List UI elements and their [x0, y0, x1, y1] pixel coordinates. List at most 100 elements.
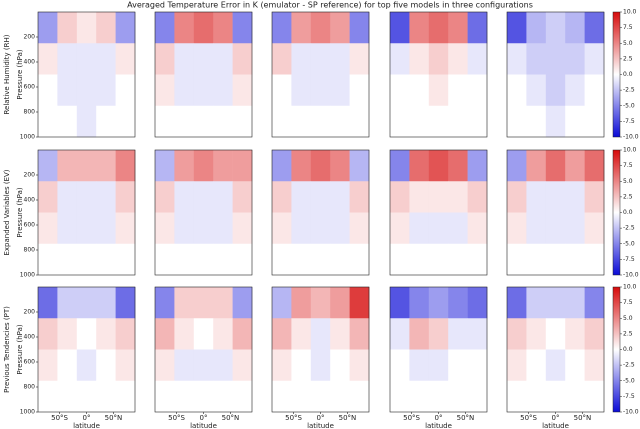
- x-tick-label: 50°S: [51, 414, 68, 422]
- heatmap-cell: [193, 318, 214, 350]
- heatmap-cell: [448, 318, 468, 350]
- heatmap-cell: [428, 212, 449, 245]
- heatmap-cell: [57, 287, 78, 319]
- heatmap-cell: [174, 12, 195, 44]
- heatmap-cell: [310, 349, 331, 382]
- heatmap-cell: [467, 212, 488, 245]
- colorbar-tick-label: -5.0: [623, 240, 635, 247]
- heatmap-cell: [38, 243, 58, 276]
- heatmap-cell: [96, 243, 116, 276]
- heatmap-cell: [428, 43, 449, 75]
- heatmap-cell: [213, 150, 233, 182]
- heatmap-cell: [330, 12, 350, 44]
- heatmap-cell: [467, 349, 488, 382]
- heatmap-cell: [174, 181, 195, 213]
- heatmap-cell: [428, 287, 449, 319]
- heatmap-cell: [76, 74, 97, 107]
- heatmap-cell: [174, 243, 195, 276]
- heatmap-cell: [526, 181, 547, 213]
- heatmap-cell: [507, 12, 527, 44]
- heatmap-cell: [349, 43, 370, 75]
- heatmap-cell: [349, 349, 370, 382]
- heatmap-cell: [272, 243, 292, 276]
- heatmap-cell: [507, 74, 527, 107]
- heatmap-cell: [155, 181, 175, 213]
- heatmap-cell: [213, 380, 233, 413]
- colorbar-tick-label: 2.5: [623, 330, 633, 337]
- heatmap-cell: [57, 150, 78, 182]
- heatmap-cell: [448, 105, 468, 138]
- heatmap-cell: [330, 105, 350, 138]
- heatmap-cell: [76, 212, 97, 245]
- heatmap-cell: [174, 212, 195, 245]
- heatmap-cell: [467, 181, 488, 213]
- y-tick-label: 400: [24, 59, 36, 66]
- heatmap-cell: [272, 150, 292, 182]
- heatmap-cell: [526, 105, 547, 138]
- heatmap-cell: [448, 181, 468, 213]
- colorbar-tick-label: -2.5: [623, 225, 635, 232]
- heatmap-cell: [96, 380, 116, 413]
- heatmap-cell: [310, 212, 331, 245]
- colorbar: [612, 11, 621, 138]
- heatmap-cell: [193, 74, 214, 107]
- heatmap-cell: [584, 74, 605, 107]
- heatmap-cell: [545, 12, 566, 44]
- heatmap-cell: [545, 181, 566, 213]
- heatmap-cell: [565, 181, 585, 213]
- heatmap-cell: [330, 287, 350, 319]
- heatmap-cell: [409, 181, 430, 213]
- heatmap-cell: [38, 105, 58, 138]
- heatmap-cell: [291, 74, 312, 107]
- heatmap-cell: [349, 318, 370, 350]
- heatmap-cell: [232, 150, 253, 182]
- heatmap-cell: [76, 150, 97, 182]
- heatmap-cell: [330, 150, 350, 182]
- heatmap-cell: [467, 243, 488, 276]
- heatmap-cell: [545, 43, 566, 75]
- colorbar-tick-label: -5.0: [623, 377, 635, 384]
- y-tick-label: 600: [24, 84, 36, 91]
- heatmap-cell: [232, 243, 253, 276]
- row-label: Relative Humidity (RH): [3, 34, 11, 114]
- heatmap-cell: [115, 12, 136, 44]
- heatmap-cell: [349, 150, 370, 182]
- heatmap-cell: [565, 349, 585, 382]
- heatmap-cell: [213, 43, 233, 75]
- heatmap-cell: [155, 212, 175, 245]
- heatmap-cell: [272, 212, 292, 245]
- heatmap-cell: [115, 349, 136, 382]
- heatmap-cell: [390, 318, 410, 350]
- heatmap-cell: [565, 287, 585, 319]
- heatmap-cell: [76, 318, 97, 350]
- heatmap-cell: [390, 105, 410, 138]
- heatmap-cell: [526, 12, 547, 44]
- heatmap-cell: [545, 243, 566, 276]
- heatmap-cell: [565, 74, 585, 107]
- heatmap-cell: [448, 212, 468, 245]
- heatmap-cell: [193, 243, 214, 276]
- heatmap-cell: [330, 181, 350, 213]
- heatmap-cell: [545, 349, 566, 382]
- y-tick-label: 1000: [20, 134, 35, 141]
- y-tick-label: 1000: [20, 409, 35, 416]
- y-tick-label: 400: [24, 334, 36, 341]
- heatmap-cell: [545, 380, 566, 413]
- colorbar-tick-label: -10.0: [623, 272, 639, 279]
- heatmap-cell: [272, 74, 292, 107]
- heatmap-cell: [193, 287, 214, 319]
- heatmap-cell: [526, 43, 547, 75]
- heatmap-cell: [448, 150, 468, 182]
- y-tick-label: 800: [24, 109, 36, 116]
- heatmap-cell: [584, 12, 605, 44]
- heatmap-cell: [390, 74, 410, 107]
- heatmap-cell: [155, 287, 175, 319]
- heatmap-cell: [409, 105, 430, 138]
- heatmap-cell: [115, 380, 136, 413]
- heatmap-cell: [428, 318, 449, 350]
- y-tick-label: 200: [24, 309, 36, 316]
- heatmap-cell: [584, 105, 605, 138]
- heatmap-cell: [155, 243, 175, 276]
- heatmap-cell: [349, 287, 370, 319]
- heatmap-cell: [448, 243, 468, 276]
